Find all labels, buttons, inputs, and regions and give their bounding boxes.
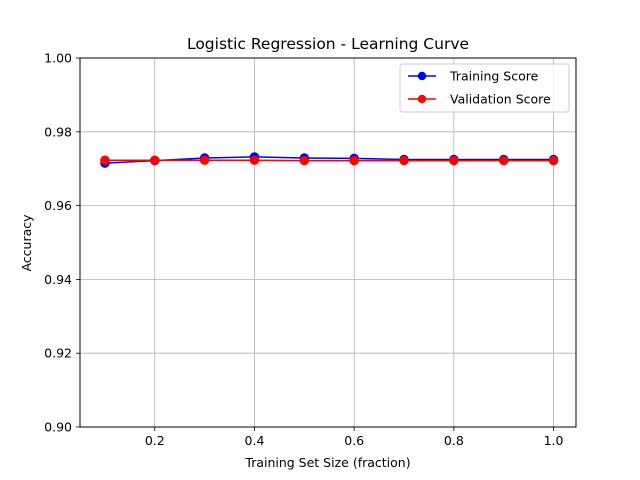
y-tick-label: 0.90: [44, 420, 72, 435]
x-tick-label: 0.4: [245, 433, 265, 448]
grid: [80, 57, 576, 428]
x-tick-label: 0.6: [344, 433, 364, 448]
data-point: [199, 155, 210, 165]
y-axis-label: Accuracy: [19, 214, 34, 272]
x-axis-label: Training Set Size (fraction): [244, 455, 410, 470]
data-point: [150, 155, 160, 165]
data-point: [299, 155, 310, 166]
legend-entry: Training Score: [408, 69, 539, 84]
x-tick-label: 0.8: [444, 433, 464, 448]
data-point: [499, 155, 509, 166]
series-1: [100, 155, 559, 166]
y-tick-label: 0.96: [44, 198, 72, 213]
legend-label: Training Score: [449, 69, 539, 84]
legend-entry: Validation Score: [408, 92, 551, 107]
x-tick-label: 1.0: [544, 433, 564, 448]
plot-frame: [79, 57, 577, 428]
chart-title: Logistic Regression - Learning Curve: [187, 35, 469, 53]
legend-box: [399, 63, 570, 113]
data-point: [249, 155, 260, 165]
data-point: [349, 155, 359, 166]
data-point: [548, 155, 559, 166]
legend-swatch-marker: [417, 94, 427, 104]
data-point: [100, 155, 110, 165]
data-point: [449, 155, 459, 166]
y-tick-label: 0.98: [44, 124, 72, 139]
series-line: [104, 156, 554, 164]
x-tick-label: 0.2: [145, 433, 165, 448]
series-layer: [100, 152, 559, 168]
legend: Training Score Validation Score: [399, 63, 570, 113]
legend-label: Validation Score: [450, 92, 551, 107]
y-tick-label: 1.00: [44, 51, 72, 66]
y-tick-label: 0.92: [44, 346, 72, 361]
y-axis: 0.90 0.92 0.94 0.96 0.98 1.00: [44, 51, 80, 435]
data-point: [399, 155, 409, 166]
x-axis: 0.2 0.4 0.6 0.8 1.0: [145, 427, 564, 448]
y-tick-label: 0.94: [44, 272, 72, 287]
legend-swatch-marker: [417, 71, 427, 81]
